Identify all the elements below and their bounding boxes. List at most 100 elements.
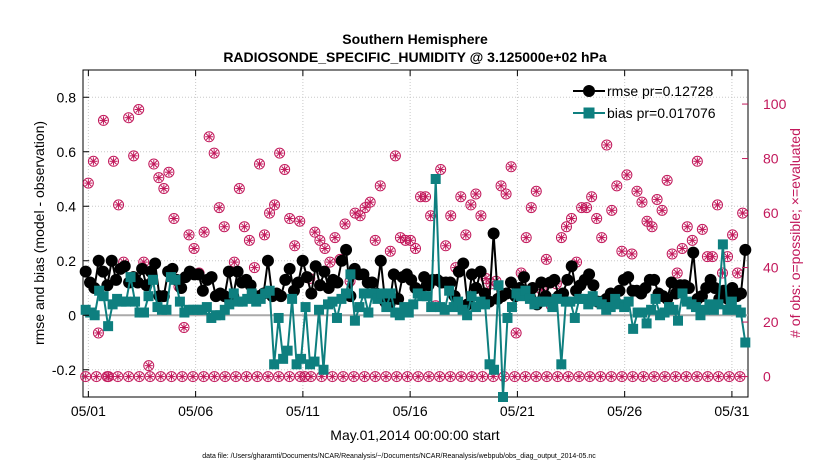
obs-possible-circle xyxy=(319,242,331,254)
obs-eval-mark xyxy=(618,373,626,380)
obs-possible-circle xyxy=(208,371,220,383)
bias-point xyxy=(471,302,482,313)
obs-count-point xyxy=(148,158,160,170)
obs-eval-mark xyxy=(157,373,165,380)
obs-count-point xyxy=(696,223,708,235)
obs-possible-circle xyxy=(259,229,271,241)
obs-possible-circle xyxy=(601,139,613,151)
obs-possible-circle xyxy=(676,242,688,254)
obs-count-point xyxy=(711,199,723,211)
obs-eval-mark xyxy=(392,152,399,160)
obs-eval-mark xyxy=(189,373,197,380)
obs-count-point xyxy=(284,213,296,225)
bias-point xyxy=(255,293,266,304)
bias-point xyxy=(300,302,311,313)
obs-count-point xyxy=(616,245,628,257)
obs-eval-mark xyxy=(251,264,258,271)
obs-possible-circle xyxy=(404,234,416,246)
right-axis-label: # of obs: o=possible; ×=evaluated xyxy=(787,128,803,338)
obs-possible-circle xyxy=(696,223,708,235)
rmse-point xyxy=(118,260,131,273)
obs-possible-circle xyxy=(444,371,456,383)
rmse-point xyxy=(444,276,457,289)
obs-count-point xyxy=(460,229,472,241)
bias-point xyxy=(717,239,728,250)
obs-count-point xyxy=(601,139,613,151)
obs-possible-circle xyxy=(520,232,532,244)
obs-possible-circle xyxy=(309,226,321,238)
obs-count-point xyxy=(636,196,648,208)
obs-possible-circle xyxy=(711,199,723,211)
obs-count-point xyxy=(621,169,633,181)
x-tick-label: 05/16 xyxy=(393,403,428,419)
obs-count-point xyxy=(279,163,291,175)
obs-possible-circle xyxy=(158,183,170,195)
obs-count-point xyxy=(661,174,673,186)
obs-zero-point xyxy=(123,371,135,383)
obs-possible-circle xyxy=(691,371,703,383)
obs-zero-point xyxy=(412,371,424,383)
obs-eval-mark xyxy=(407,236,414,244)
obs-eval-mark xyxy=(628,250,636,258)
obs-eval-mark xyxy=(640,373,647,380)
bias-point xyxy=(430,174,441,184)
obs-possible-circle xyxy=(706,251,718,263)
rmse-point xyxy=(279,273,292,286)
obs-eval-mark xyxy=(586,373,594,380)
obs-eval-mark xyxy=(668,250,676,258)
bias-point xyxy=(677,288,688,299)
y-tick-label: 0.8 xyxy=(57,89,77,105)
right-tick-label: 60 xyxy=(763,205,779,221)
obs-possible-circle xyxy=(294,215,306,227)
obs-possible-circle xyxy=(659,371,671,383)
obs-possible-circle xyxy=(155,371,167,383)
obs-possible-circle xyxy=(717,267,729,279)
obs-eval-mark xyxy=(93,373,100,380)
bias-point xyxy=(318,364,329,375)
obs-eval-mark xyxy=(281,166,288,173)
bias-point xyxy=(385,288,396,299)
obs-possible-circle xyxy=(248,262,260,274)
obs-eval-mark xyxy=(125,373,132,380)
obs-possible-circle xyxy=(584,371,596,383)
obs-possible-circle xyxy=(636,196,648,208)
obs-eval-mark xyxy=(497,182,505,190)
bias-point xyxy=(457,304,468,315)
obs-zero-point xyxy=(434,371,446,383)
obs-count-point xyxy=(248,262,260,274)
right-tick-label: 20 xyxy=(763,314,779,330)
obs-eval-mark xyxy=(243,373,250,380)
obs-possible-circle xyxy=(384,245,396,257)
obs-eval-mark xyxy=(607,373,615,380)
obs-eval-mark xyxy=(376,182,384,190)
obs-eval-mark xyxy=(532,187,540,195)
rmse-point xyxy=(196,284,209,297)
rmse-point xyxy=(366,276,379,289)
obs-count-point xyxy=(586,191,598,203)
obs-possible-circle xyxy=(133,371,145,383)
obs-possible-circle xyxy=(420,191,432,203)
obs-count-point xyxy=(404,234,416,246)
obs-possible-circle xyxy=(591,213,603,225)
obs-eval-mark xyxy=(205,133,213,141)
bias-point xyxy=(273,312,284,323)
bias-point xyxy=(502,312,513,323)
obs-eval-mark xyxy=(211,373,218,380)
obs-possible-circle xyxy=(562,371,574,383)
rmse-point xyxy=(205,271,218,284)
obs-possible-circle xyxy=(178,322,190,334)
bias-point xyxy=(121,296,132,307)
obs-possible-circle xyxy=(284,213,296,225)
rmse-point xyxy=(149,257,162,270)
obs-zero-point xyxy=(101,371,113,383)
obs-eval-mark xyxy=(85,179,92,187)
obs-zero-point xyxy=(380,371,392,383)
rmse-point xyxy=(192,268,205,281)
rmse-point xyxy=(318,265,331,278)
obs-eval-mark xyxy=(100,117,107,124)
obs-eval-mark xyxy=(393,373,401,380)
bias-point xyxy=(498,392,509,402)
obs-eval-mark xyxy=(266,209,273,217)
obs-count-point xyxy=(525,202,537,214)
obs-eval-mark xyxy=(397,234,404,241)
